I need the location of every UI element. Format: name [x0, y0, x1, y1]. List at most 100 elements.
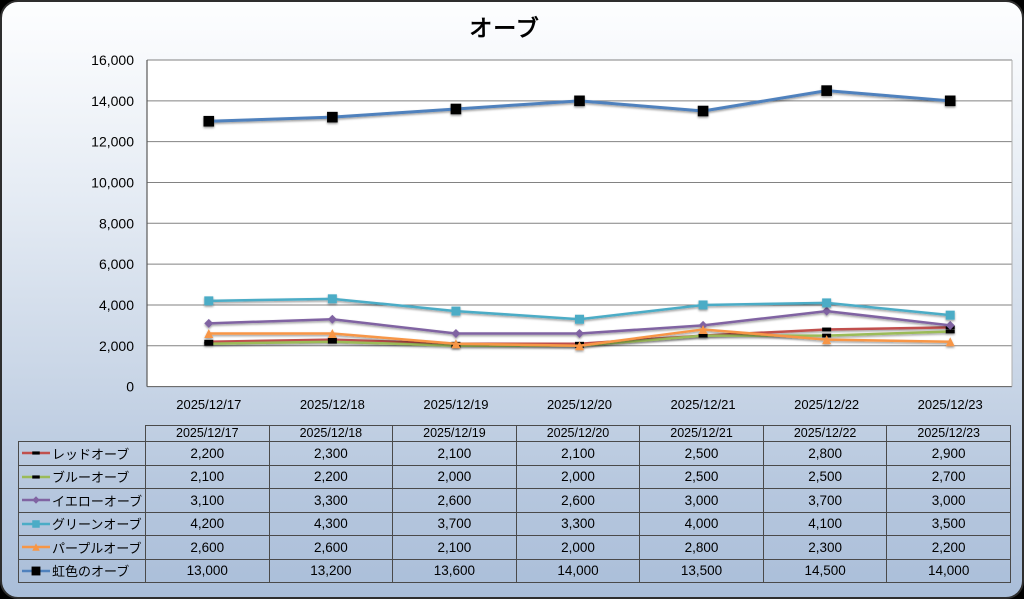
data-point-marker — [32, 475, 40, 479]
series-label-cell: グリーンオーブ — [18, 511, 146, 536]
data-point-marker — [698, 333, 708, 338]
data-point-marker — [822, 298, 832, 308]
series-name-label: ブルーオーブ — [52, 470, 130, 486]
data-point-marker — [204, 296, 214, 306]
series-group — [204, 324, 955, 351]
table-value-cell: 2,000 — [392, 464, 517, 489]
data-point-marker — [821, 85, 832, 96]
series-label-cell: ブルーオーブ — [18, 464, 146, 489]
table-value-cell: 3,700 — [762, 488, 888, 513]
data-point-marker — [450, 103, 462, 115]
data-point-marker — [204, 341, 214, 346]
data-point-marker — [451, 339, 461, 349]
series-group — [204, 306, 955, 339]
data-point-marker — [204, 329, 214, 339]
table-header-row: 2025/12/17 2025/12/18 2025/12/19 2025/12/20… — [19, 425, 1011, 442]
table-value-cell: 2,200 — [145, 441, 270, 466]
data-point-marker — [945, 310, 955, 320]
table-value-cell: 4,100 — [762, 511, 888, 536]
series-label-cell: レッドオーブ — [18, 441, 146, 466]
table-value-cell: 2,700 — [886, 464, 1011, 489]
x-axis-tick-label: 2025/12/17 — [176, 397, 241, 412]
series-name-label: イエローオーブ — [52, 493, 143, 509]
data-point-marker — [327, 339, 337, 344]
table-value-cell: 3,500 — [886, 511, 1011, 536]
table-value-cell: 2,600 — [515, 488, 641, 513]
y-axis-tick-label: 12,000 — [91, 134, 134, 150]
table-value-cell: 2,600 — [392, 488, 517, 513]
data-point-marker — [32, 520, 40, 528]
data-point-marker — [945, 337, 955, 347]
table-value-cell: 2,200 — [268, 464, 394, 489]
plot-area: 0 2,000 4,000 6,000 8,000 10,000 12,000 14,000 1… — [91, 52, 1013, 412]
table-value-cell: 2,000 — [515, 464, 641, 489]
data-point-marker — [574, 95, 585, 107]
table-value-cell: 3,000 — [886, 488, 1011, 513]
data-table: 2025/12/17 2025/12/18 2025/12/19 2025/12/20… — [18, 425, 1011, 583]
table-value-cell: 2,100 — [145, 464, 270, 489]
table-value-cell: 2,100 — [392, 441, 517, 466]
y-axis-tick-label: 16,000 — [91, 52, 134, 68]
table-value-cell: 2,800 — [639, 535, 764, 560]
y-axis-tick-label: 14,000 — [91, 93, 134, 109]
legend-marker-icon — [22, 566, 50, 576]
table-value-cell: 14,000 — [515, 558, 641, 583]
data-point-marker — [822, 327, 832, 332]
data-point-marker — [327, 111, 338, 123]
table-value-cell: 2,000 — [515, 535, 641, 560]
table-value-cell: 2,500 — [639, 464, 764, 489]
table-date-header: 2025/12/17 — [145, 425, 270, 442]
table-row: パープルオーブ 2,600 2,600 2,100 2,000 2,800 2,300 2,2… — [18, 535, 1011, 560]
table-row: 虹色のオーブ 13,000 13,200 13,600 14,000 13,500 14,5… — [18, 558, 1011, 583]
data-point-marker — [203, 115, 215, 127]
data-point-marker — [945, 320, 955, 330]
table-value-cell: 4,200 — [145, 511, 270, 536]
series-group — [203, 85, 956, 127]
table-row: イエローオーブ 3,100 3,300 2,600 2,600 3,000 3,700 3,0… — [18, 488, 1011, 513]
data-point-marker — [327, 294, 337, 304]
data-point-marker — [204, 318, 214, 328]
x-axis-tick-label: 2025/12/20 — [547, 397, 612, 412]
legend-marker-icon — [22, 543, 50, 551]
table-value-cell: 13,200 — [268, 558, 394, 583]
table-value-cell: 4,300 — [268, 511, 394, 536]
table-value-cell: 13,500 — [639, 558, 764, 583]
x-axis-tick-label: 2025/12/22 — [794, 397, 859, 412]
series-label-cell: 虹色のオーブ — [18, 558, 146, 583]
table-date-header: 2025/12/18 — [268, 425, 394, 442]
data-point-marker — [698, 300, 708, 310]
table-row: グリーンオーブ 4,200 4,300 3,700 3,300 4,000 4,100 3,5… — [18, 511, 1011, 536]
legend-marker-icon — [22, 451, 50, 455]
series-label-cell: パープルオーブ — [18, 535, 146, 560]
table-value-cell: 2,100 — [515, 441, 641, 466]
table-value-cell: 13,000 — [145, 558, 270, 583]
data-point-marker — [575, 314, 584, 324]
data-point-marker — [204, 339, 214, 344]
chart-title: オーブ — [469, 15, 540, 41]
y-axis-tick-label: 6,000 — [99, 256, 134, 272]
legend-marker-icon — [22, 475, 50, 479]
data-point-marker — [698, 324, 708, 334]
data-point-marker — [451, 306, 461, 316]
table-date-header: 2025/12/20 — [515, 425, 641, 442]
table-date-header: 2025/12/22 — [762, 425, 888, 442]
table-value-cell: 2,500 — [762, 464, 888, 489]
table-date-header: 2025/12/23 — [886, 425, 1011, 442]
table-value-cell: 2,600 — [145, 535, 270, 560]
table-value-cell: 2,300 — [268, 441, 394, 466]
data-point-marker — [575, 329, 584, 339]
table-value-cell: 3,000 — [639, 488, 764, 513]
y-axis-tick-label: 0 — [126, 379, 134, 395]
table-date-header: 2025/12/19 — [392, 425, 517, 442]
data-point-marker — [697, 105, 709, 117]
data-point-marker — [575, 341, 584, 351]
data-point-marker — [822, 306, 832, 316]
table-value-cell: 2,600 — [268, 535, 394, 560]
table-value-cell: 3,300 — [515, 511, 641, 536]
legend-marker-icon — [22, 496, 50, 504]
y-axis-tick-label: 10,000 — [91, 174, 134, 190]
table-row: ブルーオーブ 2,100 2,200 2,000 2,000 2,500 2,500 2,70… — [18, 464, 1011, 489]
table-date-header: 2025/12/21 — [639, 425, 764, 442]
